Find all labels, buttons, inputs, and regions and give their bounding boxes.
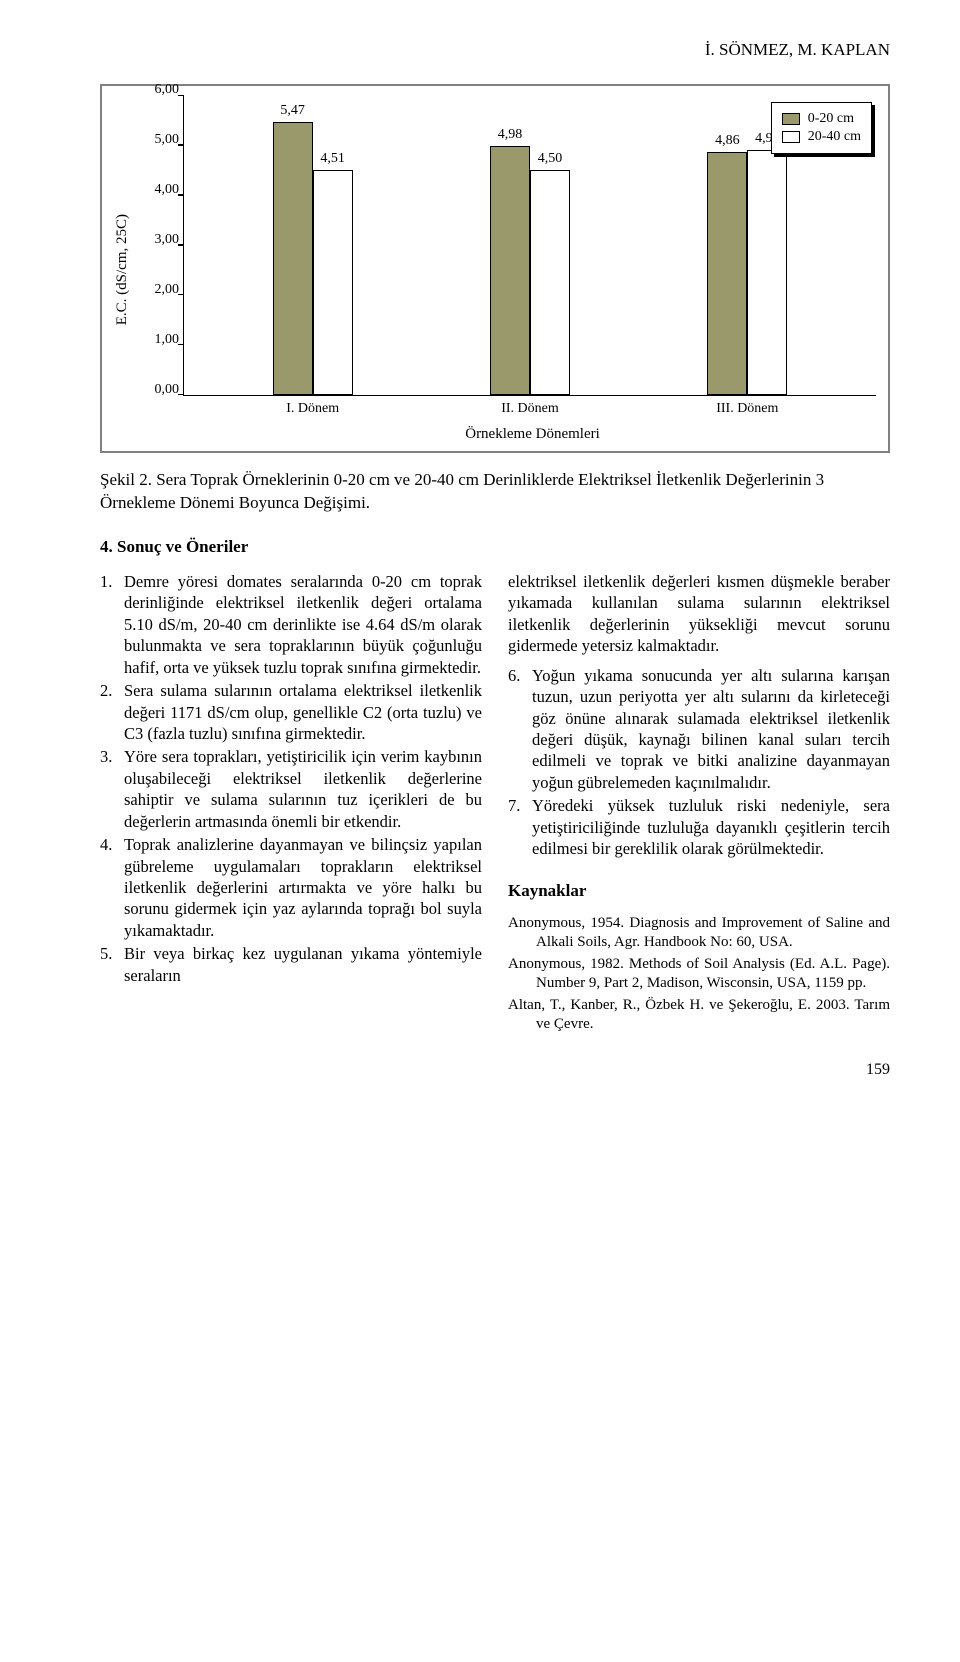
y-tick-mark [178,194,184,196]
list-item-number: 3. [100,746,124,832]
list-item-text: Sera sulama sularının ortalama elektriks… [124,680,482,744]
reference-entry: Altan, T., Kanber, R., Özbek H. ve Şeker… [508,996,890,1035]
list-item: 5.Bir veya birkaç kez uygulanan yıkama y… [100,943,482,986]
bar-value-label: 5,47 [280,103,305,119]
header-author: İ. SÖNMEZ, M. KAPLAN [100,40,890,60]
legend-item: 0-20 cm [782,111,861,127]
y-tick-mark [178,344,184,346]
references-title: Kaynaklar [508,880,890,902]
page-number: 159 [100,1061,890,1079]
bar-value-label: 4,86 [715,133,740,149]
list-item: 7.Yöredeki yüksek tuzluluk riski nedeniy… [508,795,890,859]
reference-entry: Anonymous, 1954. Diagnosis and Improveme… [508,914,890,953]
right-intro-para: elektriksel iletkenlik değerleri kısmen … [508,571,890,657]
list-item-text: Yoğun yıkama sonucunda yer altı sularına… [532,665,890,794]
reference-entry: Anonymous, 1982. Methods of Soil Analysi… [508,955,890,994]
two-column-body: 1.Demre yöresi domates seralarında 0-20 … [100,571,890,1037]
legend-label: 0-20 cm [808,111,854,127]
list-item-text: Toprak analizlerine dayanmayan ve bilinç… [124,834,482,941]
list-item-text: Demre yöresi domates seralarında 0-20 cm… [124,571,482,678]
list-item-number: 7. [508,795,532,859]
bar: 5,47 [273,122,313,396]
y-tick-mark [178,244,184,246]
bar: 4,86 [707,152,747,395]
legend-swatch [782,113,800,125]
y-tick-mark [178,144,184,146]
list-item-number: 4. [100,834,124,941]
legend-label: 20-40 cm [808,129,861,145]
bar: 4,91 [747,150,787,396]
list-item: 6.Yoğun yıkama sonucunda yer altı suları… [508,665,890,794]
x-axis-title: Örnekleme Dönemleri [189,426,876,443]
conclusions-list-right: 6.Yoğun yıkama sonucunda yer altı suları… [508,665,890,860]
section-title: 4. Sonuç ve Öneriler [100,537,890,557]
list-item: 4.Toprak analizlerine dayanmayan ve bili… [100,834,482,941]
list-item-number: 6. [508,665,532,794]
legend-swatch [782,131,800,143]
bar-group: 4,984,50II. Dönem [480,146,580,395]
references-block: Anonymous, 1954. Diagnosis and Improveme… [508,914,890,1035]
right-column: elektriksel iletkenlik değerleri kısmen … [508,571,890,1037]
bar: 4,98 [490,146,530,395]
bar: 4,50 [530,170,570,395]
figure-caption: Şekil 2. Sera Toprak Örneklerinin 0-20 c… [100,469,890,515]
list-item-number: 2. [100,680,124,744]
x-tick-label: II. Dönem [501,401,559,417]
bar-value-label: 4,98 [498,127,523,143]
list-item: 2.Sera sulama sularının ortalama elektri… [100,680,482,744]
bar-group: 4,864,91III. Dönem [697,150,797,396]
list-item: 1.Demre yöresi domates seralarında 0-20 … [100,571,482,678]
y-tick-mark [178,95,184,97]
chart-legend: 0-20 cm 20-40 cm [771,102,872,154]
list-item-text: Yöredeki yüksek tuzluluk riski nedeniyle… [532,795,890,859]
bar-group: 5,474,51I. Dönem [263,122,363,396]
list-item-text: Yöre sera toprakları, yetiştiricilik içi… [124,746,482,832]
legend-item: 20-40 cm [782,129,861,145]
y-axis-ticks: 0,001,002,003,004,005,006,00 [137,96,183,396]
list-item-text: Bir veya birkaç kez uygulanan yıkama yön… [124,943,482,986]
list-item-number: 1. [100,571,124,678]
bar-value-label: 4,51 [320,151,345,167]
bar: 4,51 [313,170,353,396]
y-tick-mark [178,394,184,396]
bar-chart: E.C. (dS/cm, 25C) 0,001,002,003,004,005,… [100,84,890,453]
list-item-number: 5. [100,943,124,986]
bar-value-label: 4,50 [538,151,563,167]
y-axis-label: E.C. (dS/cm, 25C) [114,214,131,325]
conclusions-list-left: 1.Demre yöresi domates seralarında 0-20 … [100,571,482,986]
list-item: 3.Yöre sera toprakları, yetiştiricilik i… [100,746,482,832]
y-tick-mark [178,294,184,296]
x-tick-label: III. Dönem [716,401,778,417]
x-tick-label: I. Dönem [286,401,339,417]
left-column: 1.Demre yöresi domates seralarında 0-20 … [100,571,482,1037]
